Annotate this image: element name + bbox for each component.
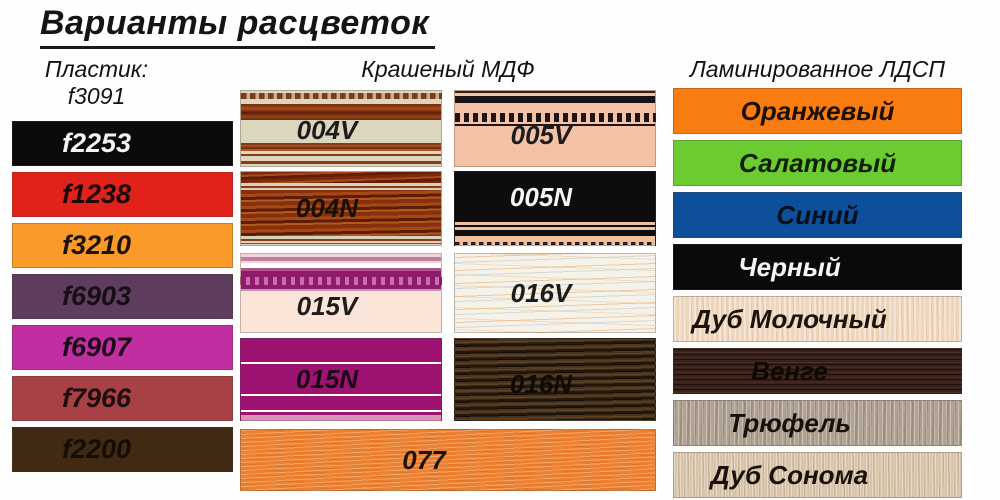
swatch-015n: 015N xyxy=(240,338,442,421)
swatch-label: Оранжевый xyxy=(740,95,895,126)
swatch-f6903: f6903 xyxy=(12,274,233,319)
swatch-f2253: f2253 xyxy=(12,121,233,166)
mdf-row-3: 015V 016V xyxy=(240,253,656,333)
swatch-truffle: Трюфель xyxy=(673,400,962,446)
swatch-f2200: f2200 xyxy=(12,427,233,472)
mdf-row-5: 077 xyxy=(240,429,656,491)
swatch-orange: Оранжевый xyxy=(673,88,962,134)
swatch-label: Черный xyxy=(738,251,841,282)
swatch-milk-oak: Дуб Молочный xyxy=(673,296,962,342)
swatch-sonoma-oak: Дуб Сонома xyxy=(673,452,962,498)
swatch-label: 005V xyxy=(510,120,572,150)
swatch-label: 004V xyxy=(296,115,358,145)
swatch-f6907: f6907 xyxy=(12,325,233,370)
swatch-label: f1238 xyxy=(61,179,132,209)
swatch-label: f6903 xyxy=(61,281,132,311)
mdf-header: Крашеный МДФ xyxy=(361,56,535,82)
plastic-column: Пластик: f3091 f2253 f1238 f3210 f6903 f… xyxy=(12,56,233,478)
swatch-label: Дуб Сонома xyxy=(710,459,869,490)
swatch-015v: 015V xyxy=(240,253,442,333)
swatch-label: Синий xyxy=(776,199,859,230)
plastic-header: Пластик: f3091 xyxy=(0,56,207,110)
mdf-row-1: 004V 005V xyxy=(240,90,656,167)
swatch-label: 015V xyxy=(296,290,358,321)
ldsp-column: Ламинированное ЛДСП Оранжевый Салатовый … xyxy=(673,56,962,500)
swatch-label: Дуб Молочный xyxy=(692,303,887,334)
swatch-005v: 005V xyxy=(454,90,656,167)
swatch-f1238: f1238 xyxy=(12,172,233,217)
swatch-label: f3210 xyxy=(61,230,132,260)
mdf-row-2: 004N 005N xyxy=(240,171,656,246)
swatch-016n: 016N xyxy=(454,338,656,421)
swatch-label: 004N xyxy=(295,193,359,223)
swatch-004n: 004N xyxy=(240,171,442,246)
swatch-black: Черный xyxy=(673,244,962,290)
swatch-label: f2200 xyxy=(61,434,132,464)
swatch-f3210: f3210 xyxy=(12,223,233,268)
swatch-005n: 005N xyxy=(454,171,656,246)
swatch-label: 005N xyxy=(509,182,573,212)
swatch-label: f2253 xyxy=(61,128,132,158)
swatch-blue: Синий xyxy=(673,192,962,238)
swatch-label: 016N xyxy=(509,369,573,399)
swatch-label: Венге xyxy=(751,355,828,386)
plastic-header-line1: Пластик: xyxy=(44,56,149,82)
swatch-label: 015N xyxy=(295,364,359,394)
swatch-label: f6907 xyxy=(61,332,132,362)
swatch-004v: 004V xyxy=(240,90,442,167)
swatch-label: 016V xyxy=(510,277,572,308)
swatch-label: Салатовый xyxy=(738,147,897,178)
ldsp-header: Ламинированное ЛДСП xyxy=(690,56,945,82)
mdf-row-4: 015N 016N xyxy=(240,338,656,421)
swatch-077: 077 xyxy=(240,429,656,491)
swatch-label: Трюфель xyxy=(728,407,851,438)
swatch-label: f7966 xyxy=(61,383,132,413)
swatch-wenge: Венге xyxy=(673,348,962,394)
swatch-light-green: Салатовый xyxy=(673,140,962,186)
swatch-016v: 016V xyxy=(454,253,656,333)
mdf-column: Крашеный МДФ 004V 005V 004N 005N 015V 01… xyxy=(240,56,656,491)
swatch-label: 077 xyxy=(402,444,446,475)
plastic-header-line2: f3091 xyxy=(67,83,126,109)
swatch-f7966: f7966 xyxy=(12,376,233,421)
page-title: Варианты расцветок xyxy=(40,4,436,49)
